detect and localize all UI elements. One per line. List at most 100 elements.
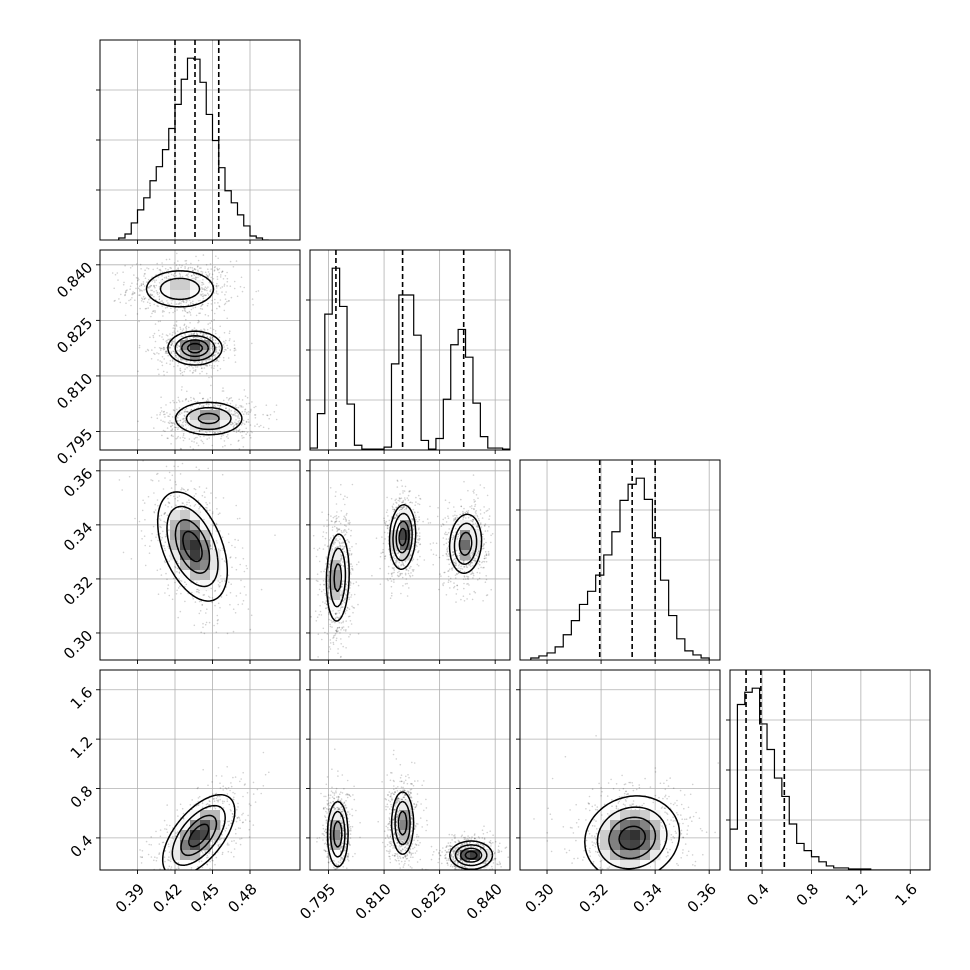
sample-point (184, 415, 186, 418)
sample-point (170, 344, 173, 346)
sample-point (479, 484, 482, 486)
sample-point (471, 598, 474, 601)
sample-point (202, 442, 205, 445)
sample-point (226, 285, 228, 287)
sample-point (275, 418, 278, 421)
sample-point (246, 567, 248, 570)
sample-point (182, 425, 185, 428)
sample-point (326, 519, 328, 521)
sample-point (351, 568, 354, 570)
sample-point (355, 581, 358, 583)
sample-point (166, 412, 168, 414)
sample-point (340, 585, 343, 588)
sample-point (206, 509, 209, 512)
sample-point (195, 590, 198, 593)
sample-point (246, 396, 249, 399)
sample-point (162, 315, 164, 317)
sample-point (456, 517, 459, 519)
sample-point (444, 571, 446, 574)
sample-point (176, 309, 178, 311)
sample-point (191, 302, 194, 305)
sample-point (447, 575, 450, 578)
sample-point (207, 595, 210, 598)
sample-point (330, 537, 332, 539)
sample-point (124, 314, 127, 317)
sample-point (181, 309, 184, 312)
sample-point (164, 350, 167, 353)
sample-point (235, 260, 238, 262)
sample-point (154, 281, 156, 283)
sample-point (430, 549, 433, 551)
sample-point (477, 562, 479, 565)
sample-point (483, 512, 486, 514)
sample-point (375, 537, 378, 539)
sample-point (341, 592, 343, 595)
sample-point (193, 268, 196, 270)
sample-point (209, 322, 211, 324)
sample-point (131, 282, 133, 285)
sample-point (178, 407, 181, 409)
sample-point (336, 612, 338, 615)
sample-point (338, 626, 341, 629)
sample-point (267, 427, 270, 430)
sample-point (217, 602, 220, 605)
sample-point (159, 320, 162, 323)
sample-point (211, 408, 213, 411)
sample-point (207, 405, 210, 408)
density-cell (200, 540, 211, 551)
sample-point (198, 403, 201, 406)
sample-point (201, 361, 204, 363)
sample-point (124, 293, 126, 296)
sample-point (388, 519, 391, 522)
sample-point (161, 265, 164, 268)
sample-point (393, 510, 395, 513)
sample-point (327, 576, 329, 578)
sample-point (184, 368, 186, 371)
sample-point (448, 528, 451, 530)
sample-point (202, 332, 204, 335)
sample-point (180, 389, 183, 391)
sample-point (164, 535, 167, 538)
density-cell (200, 580, 211, 591)
sample-point (193, 336, 195, 339)
sample-point (219, 299, 222, 301)
sample-point (175, 483, 177, 486)
sample-point (207, 275, 210, 278)
sample-point (205, 487, 208, 490)
sample-point (198, 507, 200, 510)
sample-point (164, 592, 166, 594)
sample-point (201, 494, 204, 497)
sample-point (447, 541, 450, 543)
sample-point (468, 564, 471, 566)
sample-point (334, 538, 337, 540)
sample-point (227, 357, 230, 359)
sample-point (175, 504, 177, 507)
sample-point (233, 344, 236, 346)
sample-point (203, 405, 205, 407)
sample-point (172, 340, 175, 343)
sample-point (221, 536, 224, 538)
sample-point (191, 591, 193, 594)
sample-point (191, 277, 193, 280)
sample-point (447, 515, 449, 517)
sample-point (201, 288, 203, 290)
sample-point (251, 342, 253, 345)
sample-point (412, 543, 414, 545)
sample-point (227, 399, 230, 401)
sample-point (160, 406, 162, 409)
sample-point (338, 535, 340, 537)
sample-point (330, 619, 332, 622)
sample-point (226, 435, 228, 438)
sample-point (229, 349, 232, 351)
sample-point (140, 284, 143, 287)
sample-point (338, 542, 341, 545)
sample-point (473, 489, 475, 491)
sample-point (168, 346, 171, 348)
sample-point (455, 560, 457, 562)
sample-point (454, 574, 457, 576)
sample-point (180, 580, 183, 582)
sample-point (193, 487, 196, 490)
sample-point (473, 499, 475, 501)
sample-point (218, 349, 221, 352)
sample-point (342, 541, 344, 543)
